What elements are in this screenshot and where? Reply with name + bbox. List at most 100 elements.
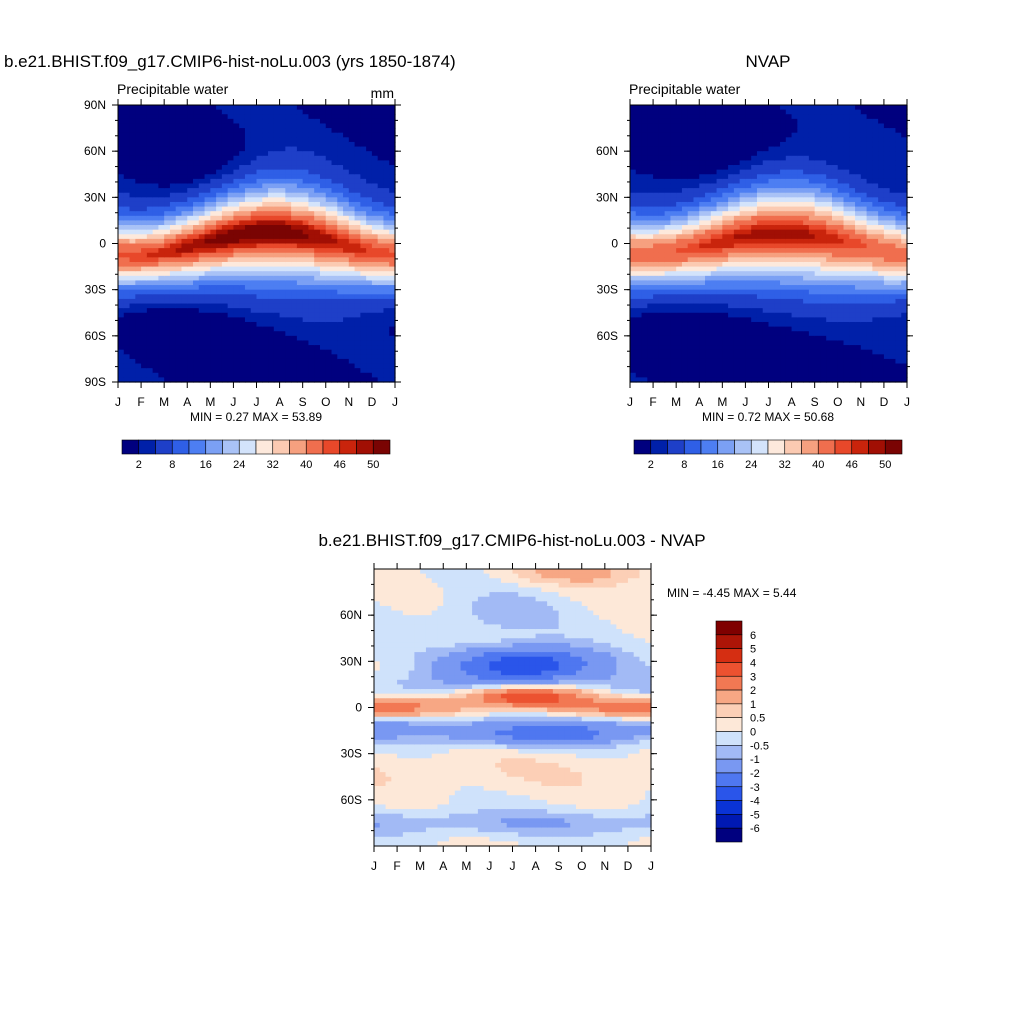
contour-cell xyxy=(389,354,396,360)
contour-cell xyxy=(268,146,275,152)
contour-cell xyxy=(670,363,677,369)
x-tick-label: J xyxy=(254,395,260,409)
contour-cell xyxy=(146,289,154,295)
contour-cell xyxy=(762,141,770,148)
contour-cell xyxy=(216,280,223,286)
contour-cell xyxy=(129,285,136,291)
contour-cell xyxy=(337,275,344,282)
contour-cell xyxy=(291,326,298,332)
contour-cell xyxy=(158,201,165,208)
contour-cell xyxy=(716,289,723,295)
contour-cell xyxy=(123,285,131,291)
contour-cell xyxy=(187,303,194,309)
contour-cell xyxy=(371,234,379,240)
contour-cell xyxy=(751,118,758,125)
contour-cell xyxy=(705,137,712,143)
contour-cell xyxy=(716,354,723,360)
contour-cell xyxy=(302,118,310,125)
contour-cell xyxy=(658,271,666,277)
contour-cell xyxy=(135,266,142,272)
contour-cell xyxy=(239,331,246,337)
contour-cell xyxy=(331,280,338,286)
contour-cell xyxy=(193,257,200,263)
contour-cell xyxy=(814,225,822,231)
contour-cell xyxy=(268,321,275,328)
contour-cell xyxy=(187,118,194,125)
contour-cell xyxy=(319,368,327,374)
contour-cell xyxy=(314,298,321,305)
contour-cell xyxy=(751,248,758,254)
contour-cell xyxy=(193,285,200,291)
contour-cell xyxy=(256,275,263,282)
contour-cell xyxy=(227,289,235,295)
contour-cell xyxy=(739,234,747,240)
contour-cell xyxy=(733,257,741,263)
contour-cell xyxy=(791,165,798,171)
contour-cell xyxy=(175,105,183,111)
contour-cell xyxy=(343,105,350,111)
contour-cell xyxy=(244,335,252,342)
contour-cell xyxy=(716,326,723,332)
contour-cell xyxy=(710,358,718,365)
contour-cell xyxy=(383,215,390,222)
contour-cell xyxy=(803,285,810,291)
contour-cell xyxy=(319,289,327,295)
contour-cell xyxy=(762,118,770,125)
contour-cell xyxy=(268,252,275,258)
contour-cell xyxy=(722,141,729,148)
contour-cell xyxy=(641,234,648,240)
contour-cell xyxy=(250,141,258,148)
contour-cell xyxy=(129,215,136,222)
contour-cell xyxy=(325,146,333,152)
contour-cell xyxy=(331,271,338,277)
contour-cell xyxy=(314,266,321,272)
contour-cell xyxy=(256,243,263,249)
contour-cell xyxy=(785,335,793,342)
contour-cell xyxy=(348,312,356,318)
contour-cell xyxy=(146,317,154,323)
contour-cell xyxy=(664,128,671,134)
contour-cell xyxy=(216,234,223,240)
contour-cell xyxy=(141,285,148,291)
contour-cell xyxy=(198,257,206,263)
contour-cell xyxy=(653,225,660,231)
contour-cell xyxy=(705,197,712,203)
contour-cell xyxy=(791,105,798,111)
contour-cell xyxy=(647,160,654,166)
contour-cell xyxy=(780,169,787,175)
contour-cell xyxy=(360,178,367,185)
contour-cell xyxy=(647,312,654,318)
contour-cell xyxy=(635,252,643,258)
contour-cell xyxy=(722,229,729,235)
contour-cell xyxy=(803,174,810,180)
contour-cell xyxy=(135,289,142,295)
contour-cell xyxy=(716,238,723,245)
contour-cell xyxy=(210,188,217,194)
contour-cell xyxy=(175,285,183,291)
contour-cell xyxy=(296,303,304,309)
contour-cell xyxy=(152,271,159,277)
contour-cell xyxy=(389,257,396,263)
contour-cell xyxy=(118,321,125,328)
contour-cell xyxy=(366,183,373,189)
contour-cell xyxy=(279,377,286,383)
contour-cell xyxy=(728,326,735,332)
contour-cell xyxy=(647,285,654,291)
contour-cell xyxy=(319,294,327,300)
contour-cell xyxy=(716,155,723,161)
contour-cell xyxy=(664,132,671,138)
contour-cell xyxy=(676,146,683,152)
contour-cell xyxy=(371,132,379,138)
contour-cell xyxy=(699,128,706,134)
contour-cell xyxy=(319,197,327,203)
contour-cell xyxy=(291,363,298,369)
contour-cell xyxy=(348,220,356,226)
contour-cell xyxy=(389,197,396,203)
contour-cell xyxy=(377,372,385,378)
contour-cell xyxy=(181,146,188,152)
contour-cell xyxy=(751,215,758,222)
contour-cell xyxy=(164,151,171,157)
contour-cell xyxy=(670,215,677,222)
contour-cell xyxy=(716,160,723,166)
contour-cell xyxy=(693,141,700,148)
